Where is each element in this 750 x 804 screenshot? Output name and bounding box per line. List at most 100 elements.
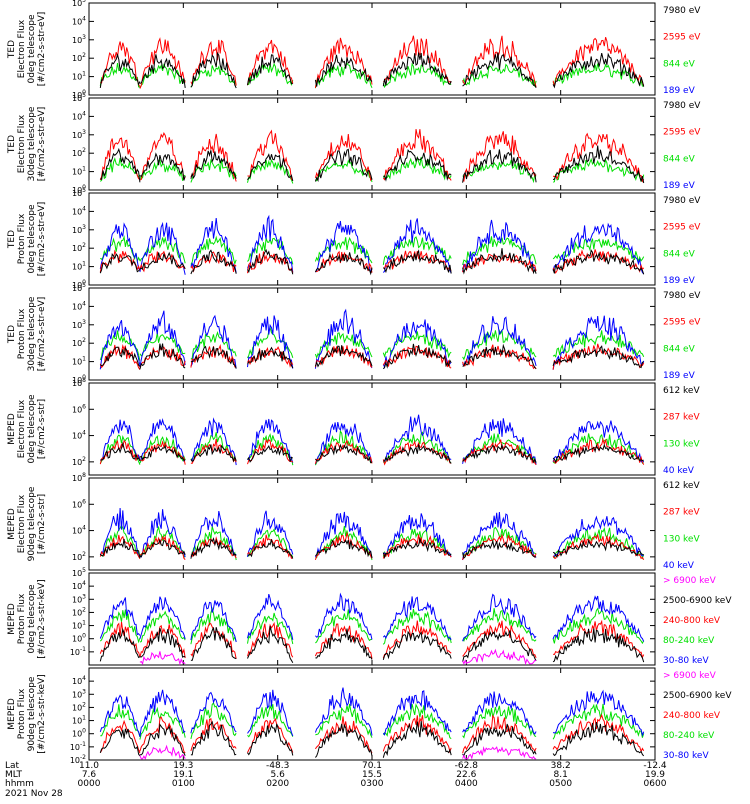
y-tick-label: 101 bbox=[72, 620, 86, 631]
y-tick-label: 102 bbox=[72, 551, 86, 562]
legend-entry: 130 keV bbox=[663, 534, 700, 544]
y-axis-label-line: Proton Flux bbox=[17, 593, 27, 644]
panel-2: 100 101 102 103 104 105 TEDElectron Flux30deg … bbox=[7, 92, 701, 195]
legend-entry: 7980 eV bbox=[663, 196, 701, 206]
y-tick-label: 100 bbox=[72, 374, 86, 385]
y-tick-label: 101 bbox=[72, 356, 86, 367]
y-axis-label: MEPEDElectron Flux0deg telescope[#/cm2-s… bbox=[7, 394, 47, 464]
panel-frame bbox=[88, 97, 656, 191]
y-axis-label-line: Proton Flux bbox=[17, 688, 27, 739]
y-tick-label: 102 bbox=[72, 242, 86, 253]
legend-entry: 189 eV bbox=[663, 276, 696, 286]
y-axis-label-line: [#/cm2-s-str-eV] bbox=[37, 107, 47, 182]
legend-entry: 612 keV bbox=[663, 481, 700, 491]
y-axis-label: TEDElectron Flux0deg telescope[#/cm2-s-s… bbox=[7, 12, 47, 87]
legend-entry: 612 keV bbox=[663, 386, 700, 396]
footer-value-mlt: 19.1 bbox=[173, 770, 193, 780]
y-axis-label: TEDElectron Flux30deg telescope[#/cm2-s-… bbox=[7, 106, 47, 181]
legend-entry: 189 eV bbox=[663, 86, 696, 96]
y-axis-label-line: MEPED bbox=[7, 413, 17, 445]
y-axis-label-line: MEPED bbox=[7, 508, 17, 540]
series-line-red bbox=[99, 531, 645, 561]
y-axis-label: MEPEDProton Flux0deg telescope[#/cm2-s-s… bbox=[7, 579, 47, 658]
legend-entry: 7980 eV bbox=[663, 6, 701, 16]
y-axis-label-line: 30deg telescope bbox=[27, 296, 37, 371]
y-tick-label: 100 bbox=[72, 89, 86, 100]
panel-6: 102 104 106 108 MEPEDElectron Flux90deg tele… bbox=[7, 472, 700, 571]
legend-entry: > 6900 keV bbox=[663, 671, 717, 681]
y-tick-label: 103 bbox=[72, 688, 86, 699]
y-tick-label: 104 bbox=[72, 300, 86, 311]
legend-entry: 240-800 keV bbox=[663, 711, 721, 721]
legend-entry: 287 keV bbox=[663, 413, 700, 423]
series-line-blue bbox=[99, 214, 645, 275]
footer-value-mlt: 19.9 bbox=[645, 770, 665, 780]
footer-value-mlt: 15.5 bbox=[362, 770, 382, 780]
footer-value-lat: 38.2 bbox=[551, 761, 571, 771]
footer-value-hhmm: 0500 bbox=[549, 779, 572, 789]
y-axis-label-line: Electron Flux bbox=[17, 114, 27, 173]
series-line-red bbox=[99, 129, 645, 183]
y-tick-label: 100 bbox=[72, 279, 86, 290]
legend-entry: 2500-6900 keV bbox=[663, 691, 732, 701]
footer-value-lat: 11.0 bbox=[79, 761, 99, 771]
y-axis-label: MEPEDElectron Flux90deg telescope[#/cm2-… bbox=[7, 486, 47, 561]
footer-value-mlt: 7.6 bbox=[82, 770, 97, 780]
footer-row-label: Lat bbox=[5, 761, 20, 771]
y-tick-label: 102 bbox=[72, 456, 86, 467]
date-label: 2021 Nov 28 bbox=[5, 789, 63, 799]
series-line-black bbox=[99, 51, 645, 89]
y-axis-label-line: [#/cm2-s-str-eV] bbox=[37, 202, 47, 277]
legend-entry: 30-80 keV bbox=[663, 656, 709, 666]
y-axis-label-line: Proton Flux bbox=[17, 308, 27, 359]
y-axis-label-line: TED bbox=[7, 40, 17, 59]
y-axis-label-line: 0deg telescope bbox=[27, 394, 37, 464]
y-axis-label-line: 0deg telescope bbox=[27, 204, 37, 274]
legend-entry: 7980 eV bbox=[663, 291, 701, 301]
y-tick-label: 100 bbox=[72, 184, 86, 195]
y-tick-label: 105 bbox=[72, 92, 86, 103]
y-tick-label: 100 bbox=[72, 633, 86, 644]
y-tick-label: 104 bbox=[72, 205, 86, 216]
legend-entry: 40 keV bbox=[663, 466, 695, 476]
y-tick-label: 10-1 bbox=[70, 646, 86, 657]
series-line-black bbox=[100, 145, 645, 184]
series-line-red bbox=[100, 35, 645, 89]
y-tick-label: 106 bbox=[72, 403, 86, 414]
legend-entry: 30-80 keV bbox=[663, 751, 709, 761]
panel-4: 100 101 102 103 104 105 TEDProton Flux30deg te… bbox=[7, 282, 701, 385]
footer-value-hhmm: 0600 bbox=[644, 779, 667, 789]
series-line-green bbox=[99, 429, 645, 466]
y-tick-label: 104 bbox=[72, 675, 86, 686]
footer-row-label: hhmm bbox=[5, 779, 34, 789]
panel-7: 10-1 100 101 102 103 104 105 MEPEDProton Flux0d… bbox=[7, 567, 732, 666]
legend-entry: 7980 eV bbox=[663, 101, 701, 111]
series-line-blue bbox=[99, 308, 645, 370]
y-tick-label: 102 bbox=[72, 606, 86, 617]
y-axis-label: TEDProton Flux0deg telescope[#/cm2-s-str… bbox=[7, 202, 47, 277]
y-axis-label-line: [#/cm2-s-str] bbox=[37, 494, 47, 554]
legend-entry: 2595 eV bbox=[663, 33, 701, 43]
y-tick-label: 105 bbox=[72, 282, 86, 293]
series-line-black bbox=[99, 248, 645, 276]
footer-value-lat: 70.1 bbox=[362, 761, 382, 771]
y-tick-label: 108 bbox=[72, 472, 86, 483]
legend-entry: 844 eV bbox=[663, 59, 696, 69]
y-tick-label: 108 bbox=[72, 377, 86, 388]
series-line-green bbox=[99, 326, 645, 361]
y-axis-label-line: 0deg telescope bbox=[27, 584, 37, 654]
y-axis-label-line: Electron Flux bbox=[17, 399, 27, 458]
y-axis-label-line: [#/cm2-s-str-eV] bbox=[37, 297, 47, 372]
panel-5: 102 104 106 108 MEPEDElectron Flux0deg teles… bbox=[7, 377, 700, 476]
y-tick-label: 102 bbox=[72, 701, 86, 712]
y-tick-label: 105 bbox=[72, 0, 86, 8]
legend-entry: 2595 eV bbox=[663, 223, 701, 233]
legend-entry: 40 keV bbox=[663, 561, 695, 571]
legend-entry: 80-240 keV bbox=[663, 731, 715, 741]
footer-value-lat: -62.8 bbox=[455, 761, 479, 771]
y-tick-label: 103 bbox=[72, 593, 86, 604]
footer-value-hhmm: 0200 bbox=[266, 779, 289, 789]
y-tick-label: 102 bbox=[72, 147, 86, 158]
